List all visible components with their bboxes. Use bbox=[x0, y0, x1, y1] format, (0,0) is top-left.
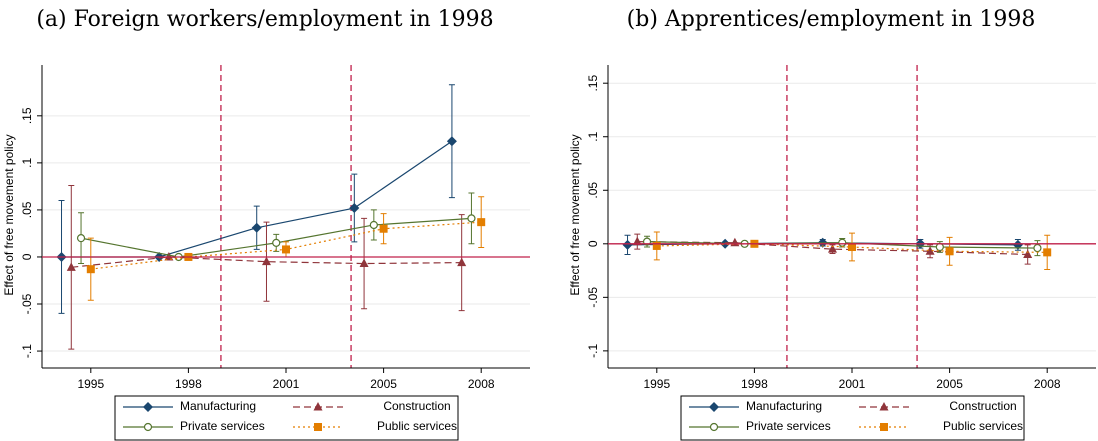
y-tick-label: .15 bbox=[20, 107, 34, 124]
chart-title: (a) Foreign workers/employment in 1998 bbox=[36, 7, 493, 32]
y-axis-label: Effect of free movement policy bbox=[2, 134, 16, 295]
x-tick-label: 1998 bbox=[175, 377, 202, 391]
legend-marker bbox=[709, 422, 719, 432]
y-tick-label: -.05 bbox=[20, 293, 34, 314]
legend-label: Manufacturing bbox=[746, 399, 822, 413]
y-axis-label: Effect of free movement policy bbox=[568, 134, 582, 295]
x-tick-label: 2005 bbox=[936, 377, 963, 391]
legend-box bbox=[680, 395, 1025, 441]
y-tick-label: -.1 bbox=[20, 344, 34, 358]
data-point bbox=[945, 247, 954, 256]
y-tick-label: 0 bbox=[586, 240, 600, 247]
chart-title: (b) Apprentices/employment in 1998 bbox=[627, 7, 1036, 32]
data-point bbox=[622, 239, 633, 250]
x-tick-label: 2008 bbox=[1034, 377, 1061, 391]
data-point bbox=[261, 256, 271, 266]
series-line bbox=[637, 241, 1028, 256]
data-point bbox=[1023, 249, 1033, 259]
y-tick-label: 0 bbox=[20, 253, 34, 260]
data-point bbox=[369, 220, 378, 230]
data-point bbox=[827, 244, 837, 253]
legend-label: Construction bbox=[383, 399, 450, 413]
y-tick-label: -.1 bbox=[586, 344, 600, 358]
legend-label: Private services bbox=[746, 419, 831, 433]
y-tick-label: -.05 bbox=[586, 287, 600, 308]
y-tick-label: .05 bbox=[20, 201, 34, 218]
data-point bbox=[359, 258, 369, 268]
x-tick-label: 1995 bbox=[643, 377, 670, 391]
x-tick-label: 2001 bbox=[839, 377, 866, 391]
legend-label: Manufacturing bbox=[180, 399, 256, 413]
x-tick-label: 1995 bbox=[77, 377, 104, 391]
x-tick-label: 1998 bbox=[741, 377, 768, 391]
data-point bbox=[730, 237, 740, 247]
x-tick-label: 2001 bbox=[273, 377, 300, 391]
data-point bbox=[282, 245, 290, 254]
data-point bbox=[457, 257, 467, 267]
data-point bbox=[1033, 243, 1042, 253]
legend-box bbox=[114, 395, 459, 441]
data-point bbox=[935, 242, 944, 252]
legend-marker bbox=[313, 402, 323, 411]
legend-label: Construction bbox=[949, 399, 1016, 413]
y-tick-label: .05 bbox=[586, 182, 600, 199]
data-point bbox=[86, 265, 95, 274]
data-point bbox=[652, 241, 661, 250]
data-point bbox=[925, 246, 935, 255]
data-point bbox=[1043, 248, 1052, 257]
legend-marker bbox=[879, 402, 889, 411]
data-point bbox=[848, 243, 856, 252]
data-point bbox=[838, 238, 847, 247]
data-point bbox=[66, 262, 76, 271]
data-point bbox=[76, 234, 86, 243]
data-point bbox=[477, 218, 486, 227]
data-point bbox=[251, 222, 262, 233]
x-tick-label: 2008 bbox=[468, 377, 495, 391]
legend-marker bbox=[143, 402, 153, 412]
data-point bbox=[349, 203, 360, 214]
data-point bbox=[632, 236, 642, 246]
data-point bbox=[379, 224, 388, 233]
legend-marker bbox=[880, 423, 888, 431]
legend-label: Public services bbox=[943, 419, 1023, 433]
legend-marker bbox=[314, 423, 322, 431]
y-tick-label: .1 bbox=[586, 131, 600, 141]
y-tick-label: .15 bbox=[586, 75, 600, 92]
data-point bbox=[272, 238, 281, 247]
x-tick-label: 2005 bbox=[370, 377, 397, 391]
legend-label: Public services bbox=[377, 419, 457, 433]
data-point bbox=[467, 214, 476, 223]
data-point bbox=[446, 136, 457, 147]
legend-marker bbox=[143, 422, 153, 432]
legend-label: Private services bbox=[180, 419, 265, 433]
data-point bbox=[164, 251, 174, 261]
legend-marker bbox=[709, 402, 719, 412]
y-tick-label: .1 bbox=[20, 158, 34, 168]
